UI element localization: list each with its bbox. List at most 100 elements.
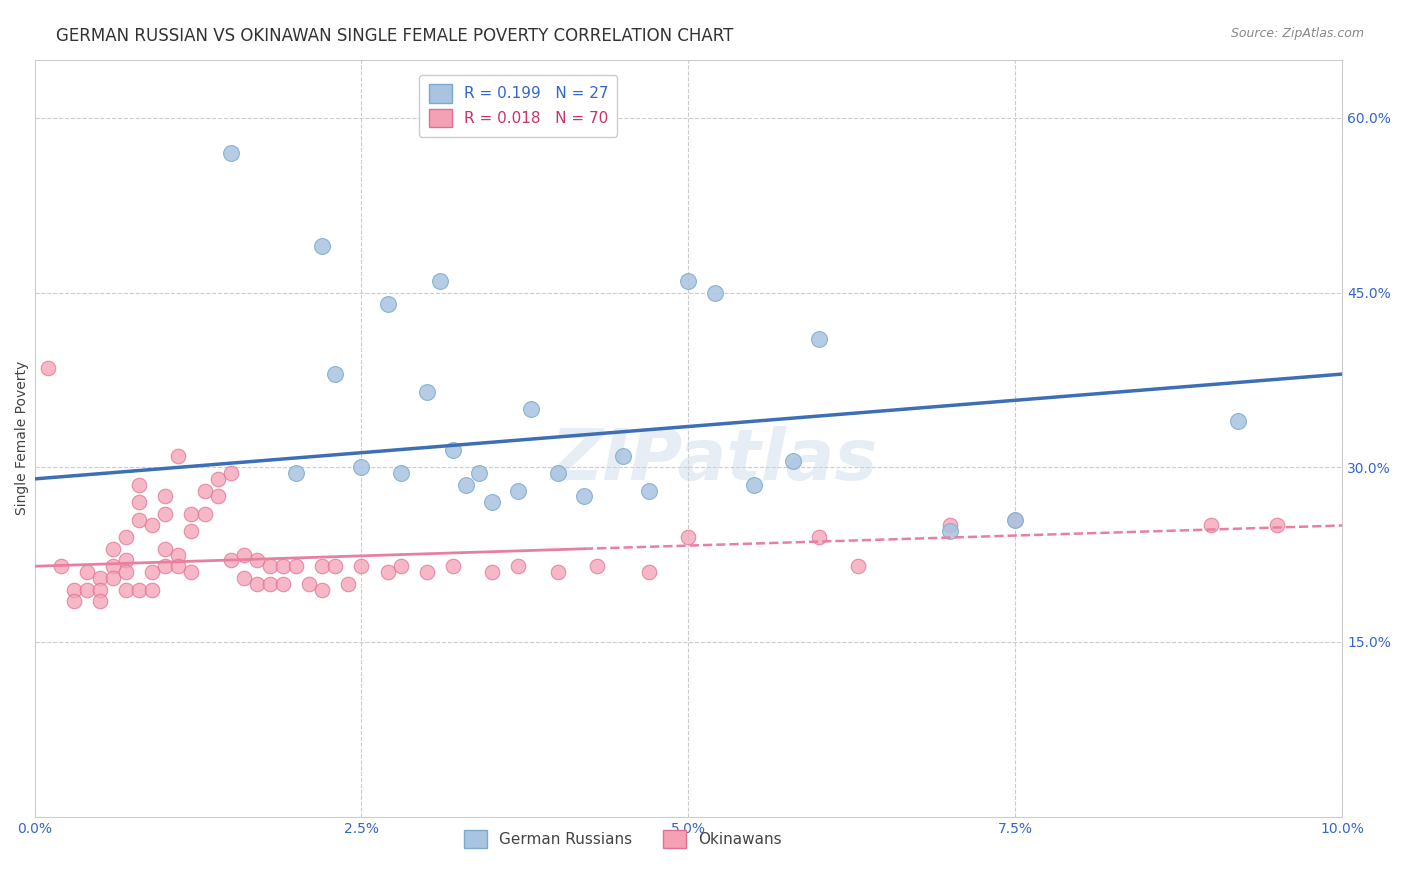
Point [89, 582, 111, 597]
Point [350, 460, 373, 475]
Point [808, 530, 831, 544]
Point [547, 565, 569, 579]
Point [350, 559, 373, 574]
Point [1201, 518, 1223, 533]
Point [285, 466, 308, 480]
Point [101, 559, 124, 574]
Point [259, 576, 281, 591]
Point [508, 559, 530, 574]
Point [155, 489, 177, 503]
Point [155, 507, 177, 521]
Point [808, 332, 831, 346]
Point [572, 489, 595, 503]
Point [416, 384, 439, 399]
Point [323, 367, 346, 381]
Point [271, 559, 294, 574]
Point [76, 565, 98, 579]
Point [167, 449, 190, 463]
Point [101, 541, 124, 556]
Point [271, 576, 294, 591]
Point [115, 565, 138, 579]
Y-axis label: Single Female Poverty: Single Female Poverty [15, 361, 30, 516]
Point [638, 565, 661, 579]
Point [441, 559, 464, 574]
Point [638, 483, 661, 498]
Point [939, 518, 962, 533]
Point [1004, 513, 1026, 527]
Text: GERMAN RUSSIAN VS OKINAWAN SINGLE FEMALE POVERTY CORRELATION CHART: GERMAN RUSSIAN VS OKINAWAN SINGLE FEMALE… [56, 27, 734, 45]
Point [193, 507, 215, 521]
Point [155, 541, 177, 556]
Point [115, 553, 138, 567]
Point [848, 559, 870, 574]
Point [115, 530, 138, 544]
Point [481, 565, 503, 579]
Point [246, 576, 269, 591]
Point [311, 559, 333, 574]
Point [232, 548, 254, 562]
Point [128, 582, 150, 597]
Point [612, 449, 634, 463]
Point [298, 576, 321, 591]
Point [389, 559, 412, 574]
Point [37, 361, 59, 376]
Point [703, 285, 725, 300]
Point [207, 472, 229, 486]
Point [547, 466, 569, 480]
Point [1004, 513, 1026, 527]
Point [246, 553, 269, 567]
Point [285, 559, 308, 574]
Point [377, 565, 399, 579]
Point [193, 483, 215, 498]
Point [742, 477, 765, 491]
Point [678, 530, 700, 544]
Point [141, 565, 163, 579]
Point [219, 145, 242, 160]
Point [441, 442, 464, 457]
Point [389, 466, 412, 480]
Point [1226, 414, 1249, 428]
Point [115, 582, 138, 597]
Text: Source: ZipAtlas.com: Source: ZipAtlas.com [1230, 27, 1364, 40]
Point [207, 489, 229, 503]
Point [141, 518, 163, 533]
Point [1265, 518, 1288, 533]
Point [219, 553, 242, 567]
Point [180, 507, 202, 521]
Point [456, 477, 478, 491]
Point [167, 548, 190, 562]
Point [311, 239, 333, 253]
Point [468, 466, 491, 480]
Point [167, 559, 190, 574]
Point [128, 477, 150, 491]
Point [232, 571, 254, 585]
Point [180, 524, 202, 539]
Point [62, 582, 84, 597]
Legend: German Russians, Okinawans: German Russians, Okinawans [458, 823, 787, 855]
Point [155, 559, 177, 574]
Point [429, 274, 451, 288]
Point [76, 582, 98, 597]
Point [89, 571, 111, 585]
Point [141, 582, 163, 597]
Point [337, 576, 360, 591]
Point [101, 571, 124, 585]
Text: ZIPatlas: ZIPatlas [551, 426, 879, 495]
Point [586, 559, 609, 574]
Point [311, 582, 333, 597]
Point [481, 495, 503, 509]
Point [323, 559, 346, 574]
Point [259, 559, 281, 574]
Point [416, 565, 439, 579]
Point [678, 274, 700, 288]
Point [782, 454, 804, 468]
Point [520, 402, 543, 417]
Point [180, 565, 202, 579]
Point [89, 594, 111, 608]
Point [508, 483, 530, 498]
Point [128, 513, 150, 527]
Point [377, 297, 399, 311]
Point [62, 594, 84, 608]
Point [219, 466, 242, 480]
Point [128, 495, 150, 509]
